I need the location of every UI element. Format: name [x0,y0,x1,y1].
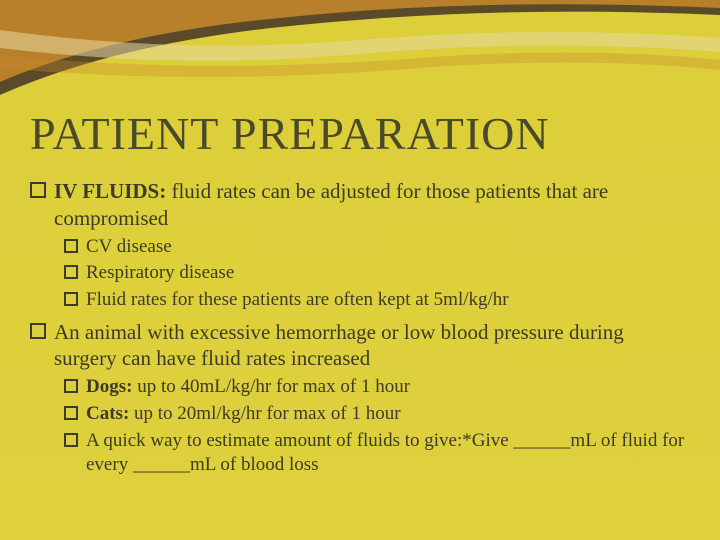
bullet-text: Dogs: up to 40mL/kg/hr for max of 1 hour [86,375,690,400]
square-bullet-icon [30,182,46,198]
bullet-text: Respiratory disease [86,261,690,286]
bullet-text: IV FLUIDS: fluid rates can be adjusted f… [54,178,690,231]
bullet-level2: A quick way to estimate amount of fluids… [64,429,690,478]
square-bullet-icon [64,433,78,447]
square-bullet-icon [64,406,78,420]
square-bullet-icon [64,265,78,279]
square-bullet-icon [64,379,78,393]
bullet-text: A quick way to estimate amount of fluids… [86,429,690,478]
bullet-level2: Dogs: up to 40mL/kg/hr for max of 1 hour [64,375,690,400]
square-bullet-icon [64,292,78,306]
bullet-text: CV disease [86,235,690,260]
bullet-text: An animal with excessive hemorrhage or l… [54,319,690,372]
bullet-level2: Cats: up to 20ml/kg/hr for max of 1 hour [64,402,690,427]
slide: PATIENT PREPARATION IV FLUIDS: fluid rat… [0,0,720,540]
bullet-level1: IV FLUIDS: fluid rates can be adjusted f… [30,178,690,231]
bullet-level2: Fluid rates for these patients are often… [64,288,690,313]
slide-content: PATIENT PREPARATION IV FLUIDS: fluid rat… [0,0,720,500]
bullet-level2: Respiratory disease [64,261,690,286]
slide-title: PATIENT PREPARATION [30,110,690,158]
bullet-level1: An animal with excessive hemorrhage or l… [30,319,690,372]
bullet-text: Fluid rates for these patients are often… [86,288,690,313]
square-bullet-icon [30,323,46,339]
bullet-text: Cats: up to 20ml/kg/hr for max of 1 hour [86,402,690,427]
square-bullet-icon [64,239,78,253]
bullet-level2: CV disease [64,235,690,260]
